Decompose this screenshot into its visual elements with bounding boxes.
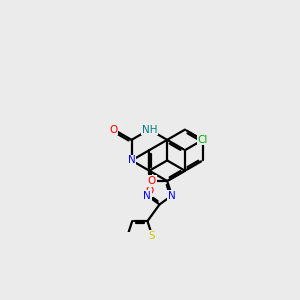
Text: O: O [110,124,118,135]
Text: N: N [143,190,151,200]
Text: N: N [168,190,176,200]
Text: N: N [128,155,135,165]
Text: Cl: Cl [198,135,208,145]
Text: O: O [148,176,156,186]
Text: S: S [149,231,155,241]
Text: O: O [145,186,154,196]
Text: NH: NH [142,124,157,135]
